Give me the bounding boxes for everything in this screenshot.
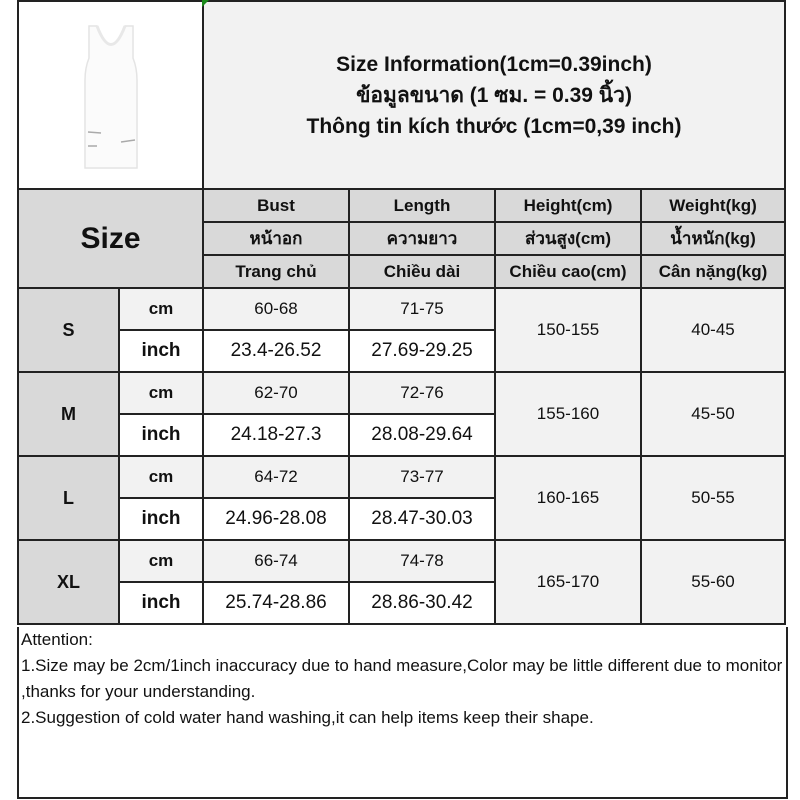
bust-inch: 24.18-27.3 [202, 413, 350, 457]
size-row-cm: L cm 64-72 73-77 160-165 50-55 [17, 455, 787, 541]
col-weight-th: น้ำหนัก(kg) [639, 221, 787, 256]
bust-cm: 62-70 [202, 371, 350, 415]
length-inch: 28.08-29.64 [348, 413, 496, 457]
bust-cm: 60-68 [202, 287, 350, 331]
unit-inch: inch [118, 329, 204, 373]
size-label: M [17, 371, 120, 457]
col-height-vi: Chiều cao(cm) [494, 254, 642, 289]
title-th: ข้อมูลขนาด (1 ซม. = 0.39 นิ้ว) [356, 83, 632, 107]
length-inch: 28.86-30.42 [348, 581, 496, 625]
col-length-en: Length [348, 188, 496, 223]
length-cm: 72-76 [348, 371, 496, 415]
length-inch: 28.47-30.03 [348, 497, 496, 541]
attention-notes: Attention: 1.Size may be 2cm/1inch inacc… [17, 627, 788, 799]
weight-range: 40-45 [639, 287, 787, 373]
unit-cm: cm [118, 371, 204, 415]
height-range: 155-160 [494, 371, 642, 457]
col-length-th: ความยาว [348, 221, 496, 256]
size-label: XL [17, 539, 120, 625]
size-row-cm: S cm 60-68 71-75 150-155 40-45 [17, 287, 787, 373]
col-bust-th: หน้าอก [202, 221, 350, 256]
height-range: 160-165 [494, 455, 642, 541]
attention-line-2: 2.Suggestion of cold water hand washing,… [21, 708, 594, 727]
bust-cm: 64-72 [202, 455, 350, 499]
length-inch: 27.69-29.25 [348, 329, 496, 373]
product-image-cell [17, 0, 204, 190]
unit-inch: inch [118, 413, 204, 457]
bust-inch: 23.4-26.52 [202, 329, 350, 373]
size-row-cm: M cm 62-70 72-76 155-160 45-50 [17, 371, 787, 457]
attention-line-1: 1.Size may be 2cm/1inch inaccuracy due t… [21, 656, 783, 701]
col-height-th: ส่วนสูง(cm) [494, 221, 642, 256]
size-row-inch: inch 25.74-28.86 28.86-30.42 [18, 581, 785, 625]
size-row-cm: XL cm 66-74 74-78 165-170 55-60 [17, 539, 787, 625]
size-row-inch: inch 24.18-27.3 28.08-29.64 [18, 413, 785, 457]
size-row-inch: inch 23.4-26.52 27.69-29.25 [18, 329, 785, 373]
size-row-inch: inch 24.96-28.08 28.47-30.03 [18, 497, 785, 541]
col-weight-vi: Cân nặng(kg) [639, 254, 787, 289]
weight-range: 45-50 [639, 371, 787, 457]
cell-comment-marker [202, 0, 209, 7]
bust-inch: 25.74-28.86 [202, 581, 350, 625]
col-weight-en: Weight(kg) [639, 188, 787, 223]
size-label: L [17, 455, 120, 541]
title-vi: Thông tin kích thước (1cm=0,39 inch) [306, 114, 682, 138]
col-length-vi: Chiều dài [348, 254, 496, 289]
size-header: Size [17, 188, 204, 289]
height-range: 150-155 [494, 287, 642, 373]
size-chart-table: Size Information(1cm=0.39inch) ข้อมูลขนา… [17, 0, 787, 625]
bust-cm: 66-74 [202, 539, 350, 583]
col-bust-vi: Trang chủ [202, 254, 350, 289]
col-height-en: Height(cm) [494, 188, 642, 223]
unit-cm: cm [118, 287, 204, 331]
length-cm: 74-78 [348, 539, 496, 583]
bust-inch: 24.96-28.08 [202, 497, 350, 541]
unit-inch: inch [118, 497, 204, 541]
unit-cm: cm [118, 539, 204, 583]
unit-inch: inch [118, 581, 204, 625]
title-en: Size Information(1cm=0.39inch) [336, 52, 652, 76]
weight-range: 55-60 [639, 539, 787, 625]
size-label: S [17, 287, 120, 373]
height-range: 165-170 [494, 539, 642, 625]
size-info-title: Size Information(1cm=0.39inch) ข้อมูลขนา… [201, 0, 787, 190]
unit-cm: cm [118, 455, 204, 499]
length-cm: 71-75 [348, 287, 496, 331]
weight-range: 50-55 [639, 455, 787, 541]
attention-heading: Attention: [21, 630, 93, 649]
col-bust-en: Bust [202, 188, 350, 223]
length-cm: 73-77 [348, 455, 496, 499]
product-image [83, 24, 138, 169]
